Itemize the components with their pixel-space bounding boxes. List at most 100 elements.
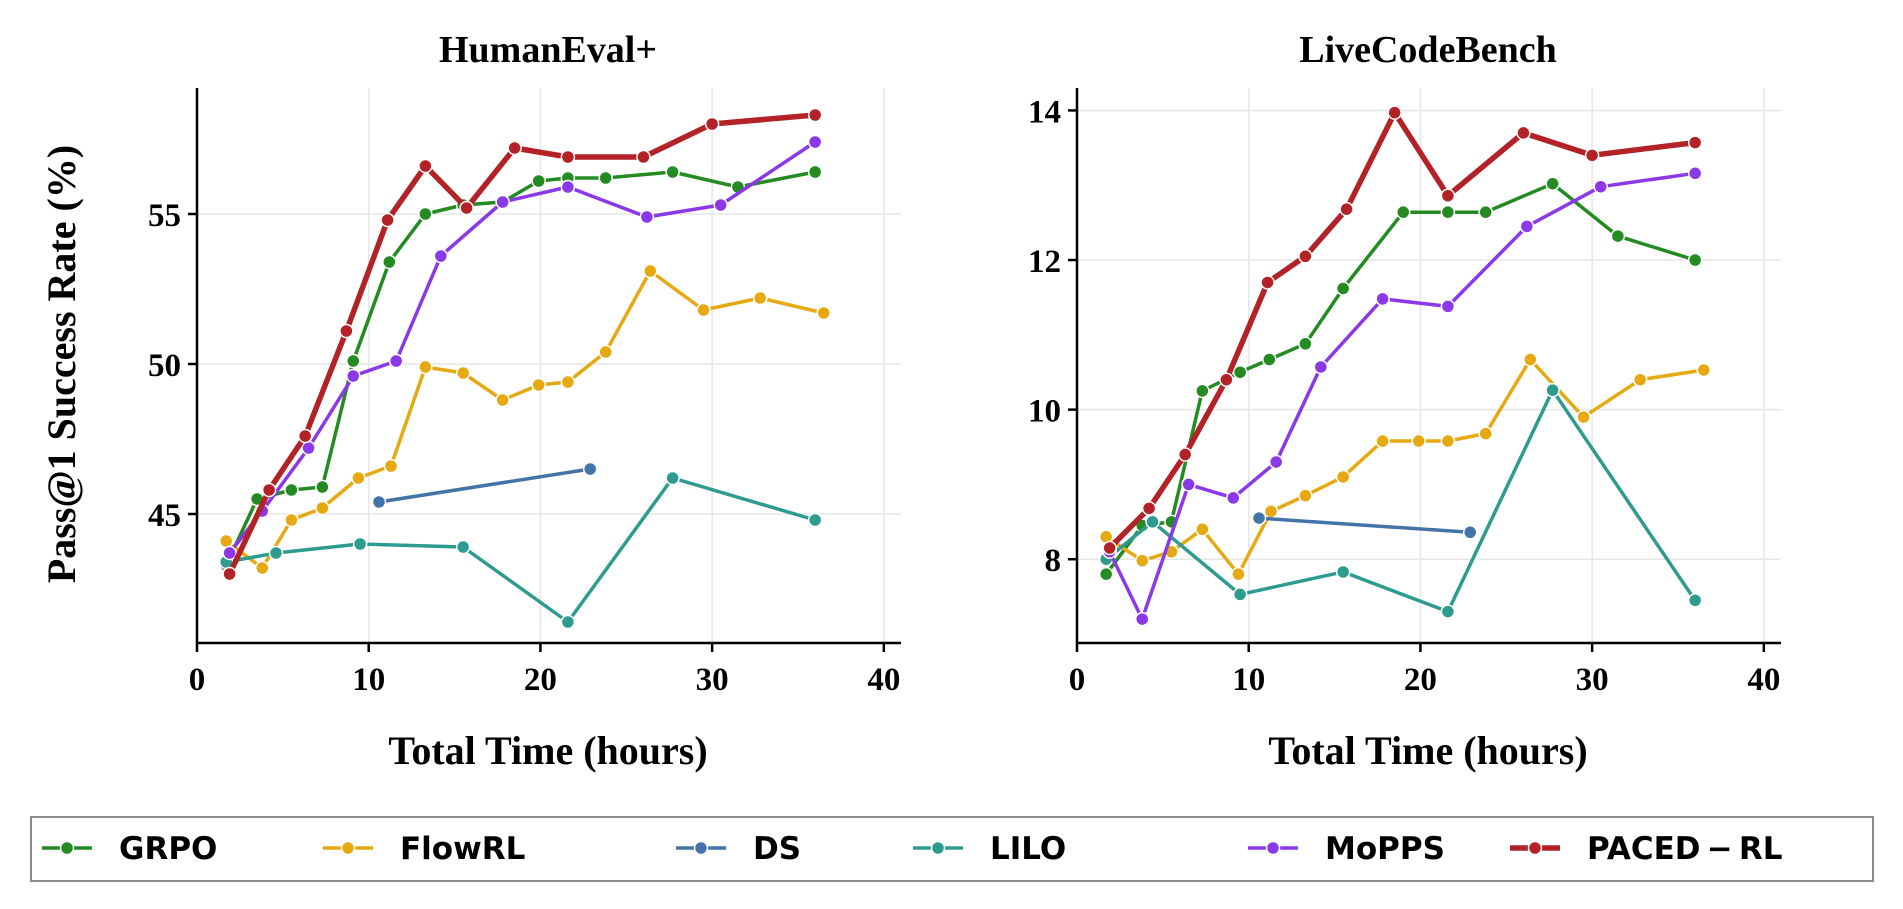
data-point-mopps	[1181, 477, 1196, 492]
legend: GRPO FlowRL DS LILO MoPPS PACED − RL	[30, 816, 1874, 882]
data-point-flowrl	[1134, 553, 1150, 568]
x-tick-label: 10	[352, 662, 385, 698]
y-axis-label: Pass@1 Success Rate (%)	[39, 145, 84, 583]
series-line-flowrl	[224, 269, 826, 570]
data-point-paced-rl	[507, 140, 522, 156]
data-point-lilo	[560, 614, 576, 630]
legend-entry-grpo: GRPO	[42, 831, 217, 867]
series-line-ds	[1257, 516, 1472, 535]
legend-label: LILO	[990, 831, 1066, 867]
legend-entry-mopps: MoPPS	[1248, 831, 1445, 867]
data-point-paced-rl	[1440, 188, 1456, 203]
data-point-flowrl	[455, 365, 471, 381]
series-layer	[218, 107, 831, 630]
data-point-ds	[582, 461, 598, 477]
data-point-mopps	[1375, 291, 1390, 307]
data-point-grpo	[1395, 204, 1411, 220]
legend-label: MoPPS	[1325, 831, 1445, 867]
data-point-paced-rl	[1219, 372, 1234, 387]
grid-lines	[1076, 88, 1781, 643]
data-point-lilo	[1687, 593, 1703, 608]
data-point-flowrl	[284, 512, 299, 528]
data-point-paced-rl	[1584, 148, 1600, 163]
data-point-mopps	[713, 197, 728, 213]
data-point-flowrl	[1231, 566, 1246, 582]
data-point-flowrl	[1195, 522, 1210, 537]
legend-marker	[59, 840, 75, 856]
y-tick-label: 12	[1028, 244, 1061, 280]
data-point-grpo	[1687, 252, 1703, 268]
data-point-flowrl	[1478, 426, 1493, 441]
data-point-flowrl	[816, 305, 831, 321]
x-tick-label: 0	[1069, 662, 1086, 698]
data-point-paced-rl	[1177, 447, 1193, 462]
data-point-grpo	[531, 173, 546, 189]
data-point-grpo	[382, 254, 397, 270]
data-point-mopps	[1440, 299, 1456, 314]
data-point-flowrl	[598, 344, 613, 360]
data-point-flowrl	[1375, 433, 1390, 449]
tick-labels: 0 10 20 30 40 45 50 55	[148, 198, 900, 698]
data-point-paced-rl	[261, 482, 277, 498]
legend-marker	[930, 840, 946, 856]
x-tick-label: 20	[1404, 662, 1437, 698]
x-tick-label: 10	[1232, 662, 1265, 698]
series-flowrl	[218, 263, 831, 576]
data-point-paced-rl	[1260, 275, 1275, 290]
chart-title: HumanEval+	[439, 29, 657, 71]
axes	[188, 88, 901, 652]
data-point-lilo	[1232, 587, 1248, 602]
data-point-flowrl	[1263, 504, 1279, 519]
x-tick-label: 0	[189, 662, 206, 698]
data-point-mopps	[1313, 359, 1329, 375]
data-point-paced-rl	[704, 116, 720, 132]
data-point-paced-rl	[807, 107, 823, 123]
data-point-flowrl	[1632, 372, 1648, 387]
data-point-ds	[1251, 510, 1267, 526]
data-point-grpo	[1610, 228, 1626, 244]
data-point-paced-rl	[380, 212, 395, 228]
data-point-ds	[371, 494, 387, 510]
data-point-grpo	[1098, 566, 1114, 582]
data-point-grpo	[315, 479, 330, 495]
legend-label: FlowRL	[400, 831, 525, 867]
legend-entry-flowrl: FlowRL	[323, 831, 525, 867]
data-point-flowrl	[1576, 409, 1591, 425]
data-point-mopps	[639, 209, 655, 225]
series-grpo	[1098, 176, 1703, 582]
data-point-grpo	[418, 206, 433, 222]
data-point-lilo	[1545, 382, 1560, 398]
data-point-paced-rl	[339, 323, 354, 339]
data-point-flowrl	[696, 302, 711, 318]
x-tick-label: 30	[1576, 662, 1609, 698]
data-point-paced-rl	[297, 428, 313, 444]
data-point-grpo	[807, 164, 823, 180]
data-point-flowrl	[1298, 488, 1313, 503]
legend-entry-ds: DS	[676, 831, 801, 867]
series-line-ds	[377, 467, 592, 504]
chart-title: LiveCodeBench	[1299, 29, 1557, 71]
series-ds	[371, 461, 598, 510]
data-point-grpo	[284, 482, 299, 498]
x-tick-label: 30	[696, 662, 729, 698]
y-tick-label: 55	[148, 198, 181, 234]
data-point-paced-rl	[1339, 201, 1354, 217]
series-mopps	[1102, 166, 1703, 627]
y-tick-label: 45	[148, 498, 181, 534]
data-point-flowrl	[351, 470, 366, 486]
data-point-flowrl	[643, 263, 658, 279]
data-point-paced-rl	[418, 158, 433, 174]
data-point-mopps	[807, 134, 823, 150]
data-point-lilo	[665, 470, 680, 486]
data-point-grpo	[1545, 176, 1560, 191]
data-point-flowrl	[1523, 352, 1538, 367]
data-point-flowrl	[752, 290, 768, 306]
data-point-paced-rl	[636, 149, 651, 165]
data-point-paced-rl	[1516, 125, 1531, 141]
data-point-mopps	[433, 248, 449, 264]
data-point-grpo	[1478, 204, 1493, 220]
legend-label: PACED − RL	[1587, 831, 1783, 867]
data-point-paced-rl	[1141, 501, 1157, 516]
data-point-mopps	[1519, 219, 1535, 234]
